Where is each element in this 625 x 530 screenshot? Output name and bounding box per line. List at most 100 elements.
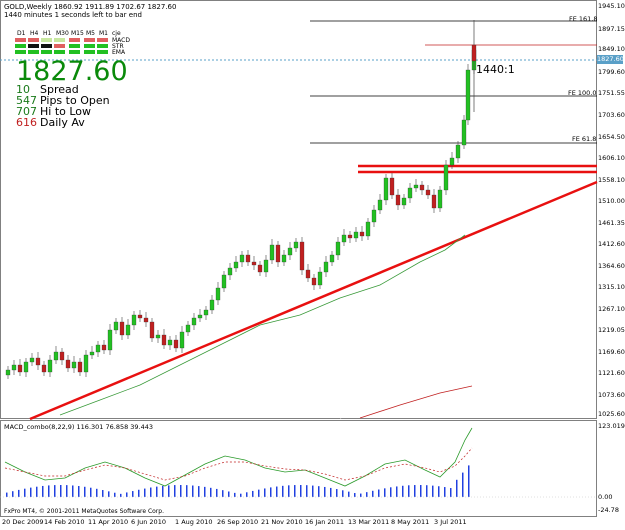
candle-body: [413, 184, 419, 189]
macd-bar: [450, 488, 452, 497]
macd-bar: [312, 485, 314, 497]
macd-bar: [330, 487, 332, 497]
candle-body: [185, 324, 191, 333]
candle-body: [119, 321, 125, 336]
macd-bar: [426, 485, 428, 497]
macd-bar: [6, 492, 8, 497]
y-label: 1169.60: [598, 348, 625, 356]
macd-bar: [30, 487, 32, 497]
macd-bar: [420, 485, 422, 497]
macd-bar: [252, 490, 254, 497]
macd-bar: [276, 486, 278, 497]
macd-bar: [228, 491, 230, 497]
macd-bar: [354, 493, 356, 497]
candle-body: [29, 357, 35, 363]
macd-axis-top: 123.019: [598, 422, 625, 430]
candle-body: [221, 274, 227, 289]
candle-body: [203, 309, 209, 316]
candle-body: [251, 261, 257, 266]
candle-body: [335, 241, 341, 256]
y-label: 1558.10: [598, 176, 625, 184]
stat-pips-to-open: 547 Pips to Open: [16, 95, 110, 107]
tf-status-box: [69, 50, 80, 54]
candle-body: [113, 321, 119, 331]
x-label: 21 Nov 2010: [261, 518, 303, 526]
y-label: 1461.35: [598, 219, 625, 227]
ratio-label: 1440:1: [476, 63, 515, 76]
candle-body: [239, 254, 245, 263]
fib-label-61: FE 61.8: [572, 135, 597, 143]
macd-bar: [360, 493, 362, 497]
macd-bar: [288, 485, 290, 497]
tf-status-box: [84, 50, 95, 54]
macd-bar: [12, 491, 14, 497]
indicator-str: STR: [112, 43, 124, 50]
macd-bar: [378, 489, 380, 497]
candle-body: [365, 221, 371, 237]
candle-body: [47, 359, 53, 373]
stat-hi-to-low: 707 Hi to Low: [16, 106, 91, 118]
candle-body: [125, 324, 131, 336]
candle-body: [395, 194, 401, 206]
macd-bar: [102, 490, 104, 497]
macd-bar: [162, 485, 164, 497]
trendline[interactable]: [29, 180, 598, 421]
candle-body: [59, 351, 65, 361]
candle-body: [371, 209, 377, 223]
macd-bar: [390, 487, 392, 497]
candle-body: [407, 187, 413, 199]
tf-status-box: [15, 38, 26, 42]
macd-bar: [438, 486, 440, 497]
macd-bar: [24, 488, 26, 497]
y-label: 1703.60: [598, 111, 625, 119]
stat-pips-label: Pips to Open: [40, 94, 110, 107]
candle-body: [53, 351, 59, 361]
y-label: 1219.05: [598, 326, 625, 334]
candle-body: [191, 317, 197, 326]
macd-bar: [402, 485, 404, 497]
macd-bar: [186, 485, 188, 497]
tf-status-box: [54, 38, 65, 42]
macd-bar: [96, 488, 98, 497]
macd-bar: [144, 488, 146, 497]
y-label: 1025.60: [598, 410, 625, 418]
x-label: 6 Jun 2010: [131, 518, 166, 526]
candle-body: [437, 189, 443, 209]
candle-body: [131, 314, 137, 326]
macd-bar: [222, 490, 224, 497]
indicator-ema: EMA: [112, 49, 126, 56]
candle-body: [389, 177, 395, 196]
macd-frame: [0, 420, 597, 517]
main-chart-frame: [0, 0, 597, 419]
stat-spread-value: 10: [16, 83, 30, 96]
macd-bar: [192, 485, 194, 497]
tf-status-box: [28, 38, 39, 42]
ema-darkred: [359, 385, 473, 419]
candles: [5, 20, 477, 379]
macd-bar: [342, 490, 344, 497]
stat-daily-label: Daily Av: [40, 116, 85, 129]
candle-body: [35, 357, 41, 366]
x-label: 20 Dec 2009: [2, 518, 44, 526]
macd-bar: [366, 492, 368, 497]
tf-status-box: [84, 44, 95, 48]
candle-body: [41, 364, 47, 373]
macd-bar: [306, 485, 308, 497]
macd-bar: [174, 485, 176, 497]
tf-label-m5: M5: [86, 30, 95, 37]
y-label: 1315.10: [598, 283, 625, 291]
tf-label-d1: D1: [17, 30, 26, 37]
macd-bar: [108, 491, 110, 497]
macd-bar: [414, 485, 416, 497]
tf-status-box: [97, 50, 108, 54]
tf-label-m30: M30: [56, 30, 69, 37]
macd-bar: [66, 485, 68, 497]
tf-label-h1: H1: [43, 30, 52, 37]
macd-bar: [444, 487, 446, 497]
macd-bar: [114, 492, 116, 497]
x-label: 1 Aug 2010: [175, 518, 213, 526]
candle-body: [179, 331, 185, 349]
candle-body: [465, 69, 471, 121]
